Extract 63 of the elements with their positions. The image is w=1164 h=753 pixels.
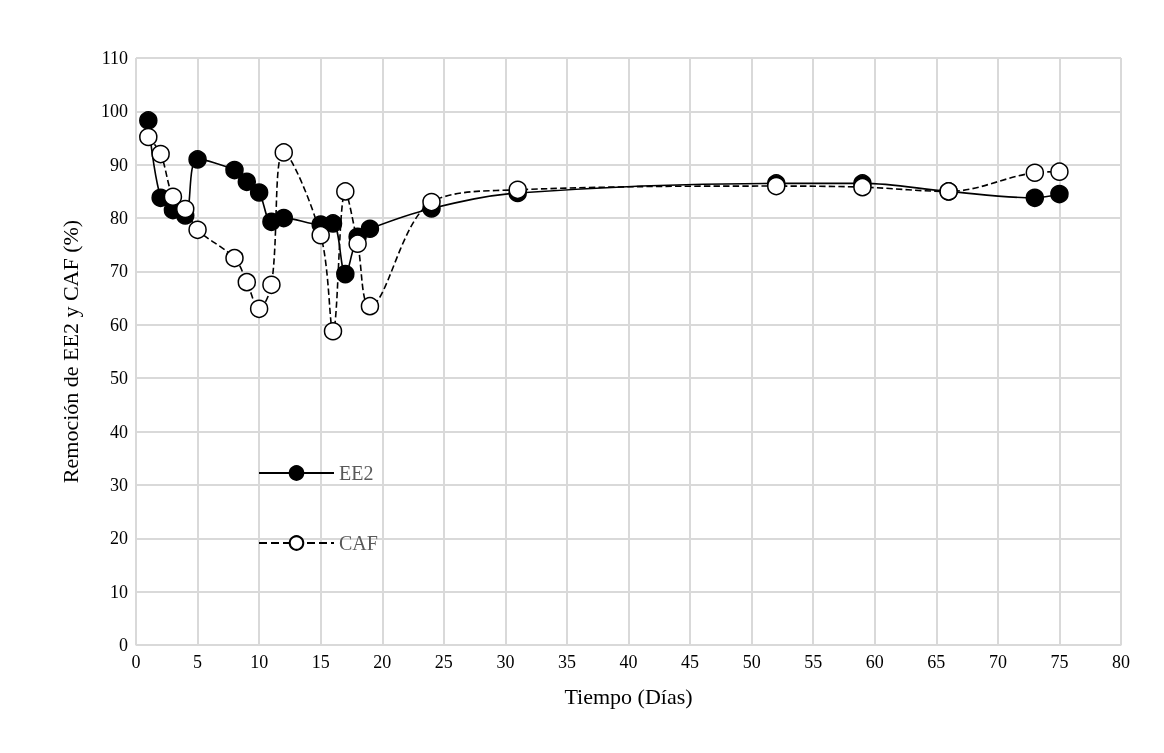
- y-tick-label: 40: [110, 421, 128, 442]
- point: [311, 225, 330, 245]
- legend-label: EE2: [339, 462, 374, 484]
- point: [422, 192, 441, 212]
- x-tick-label: 70: [988, 652, 1007, 672]
- point: [360, 296, 380, 316]
- y-tick-label: 0: [119, 635, 128, 655]
- x-tick-label: 80: [1112, 652, 1130, 672]
- point: [348, 234, 367, 253]
- point: [853, 177, 872, 197]
- point: [1050, 162, 1069, 181]
- x-tick-label: 30: [496, 652, 515, 672]
- x-tick-label: 60: [865, 652, 884, 672]
- y-tick-label: 20: [110, 528, 128, 549]
- point: [139, 127, 158, 147]
- point: [1050, 184, 1069, 204]
- point: [323, 321, 343, 341]
- x-tick-label: 65: [927, 652, 946, 672]
- point: [249, 183, 269, 202]
- x-axis-title: Tiempo (Días): [564, 683, 693, 709]
- point: [163, 187, 183, 206]
- x-tick-label: 45: [681, 652, 700, 672]
- x-tick-label: 55: [804, 652, 823, 672]
- point: [274, 208, 293, 228]
- point: [336, 264, 355, 284]
- point: [1025, 163, 1045, 182]
- x-tick-label: 50: [742, 652, 761, 672]
- point: [188, 150, 207, 169]
- x-tick-label: 35: [557, 652, 576, 672]
- point: [225, 248, 244, 268]
- point: [176, 199, 195, 219]
- point: [225, 160, 244, 180]
- y-tick-label: 60: [110, 314, 128, 335]
- point: [249, 299, 269, 319]
- x-tick-label: 15: [311, 652, 330, 672]
- x-tick-label: 75: [1050, 652, 1069, 672]
- point: [237, 272, 257, 292]
- y-tick-label: 110: [101, 48, 128, 68]
- y-tick-label: 80: [110, 208, 128, 229]
- y-tick-label: 90: [110, 154, 128, 175]
- point: [1025, 188, 1045, 208]
- point: [336, 182, 355, 201]
- point: [360, 219, 380, 239]
- y-tick-label: 100: [101, 101, 128, 122]
- x-tick-label: 40: [619, 652, 638, 672]
- x-tick-label: 0: [131, 652, 141, 672]
- legend-label: CAF: [339, 532, 378, 554]
- point: [139, 111, 158, 130]
- point: [262, 275, 281, 295]
- y-axis-title: Remoción de EE2 y CAF (%): [57, 219, 83, 484]
- point: [237, 172, 257, 192]
- y-tick-label: 50: [110, 368, 128, 389]
- point: [323, 214, 343, 233]
- x-tick-label: 25: [434, 652, 453, 672]
- y-tick-label: 10: [110, 581, 128, 602]
- point: [274, 143, 293, 162]
- point: [188, 220, 207, 240]
- point: [151, 144, 170, 164]
- x-tick-label: 5: [193, 652, 203, 672]
- x-tick-label: 20: [373, 652, 392, 672]
- y-tick-label: 70: [110, 261, 128, 282]
- x-tick-label: 10: [250, 652, 269, 672]
- y-tick-label: 30: [110, 474, 128, 495]
